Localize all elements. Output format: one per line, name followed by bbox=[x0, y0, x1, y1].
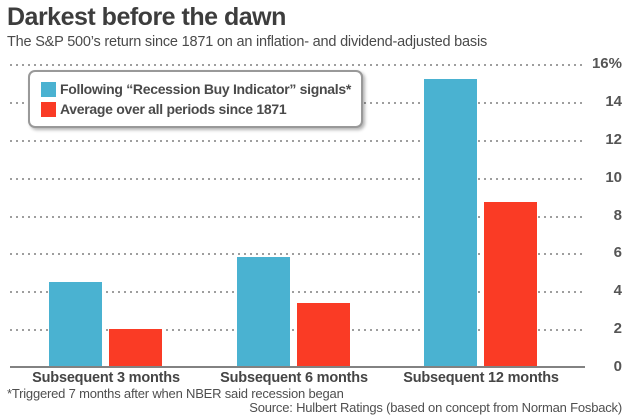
y-axis-tick-14: 14 bbox=[605, 92, 622, 110]
y-axis-tick-10: 10 bbox=[605, 168, 622, 186]
y-axis-tick-16pct: 16% bbox=[591, 55, 622, 72]
gridline-8pct bbox=[10, 215, 585, 218]
source-credit: Source: Hulbert Ratings (based on concep… bbox=[249, 400, 622, 415]
x-axis-label-12-months: Subsequent 12 months bbox=[403, 370, 559, 386]
legend-swatch-red bbox=[41, 101, 56, 117]
x-axis-label-3-months: Subsequent 3 months bbox=[32, 370, 180, 386]
legend-label-average: Average over all periods since 1871 bbox=[60, 101, 287, 117]
gridline-12pct bbox=[10, 139, 585, 142]
bar-signal-subsequent-12-months bbox=[424, 79, 477, 367]
bar-signal-subsequent-3-months bbox=[49, 281, 102, 367]
plot-area bbox=[10, 64, 585, 368]
chart-title: Darkest before the dawn bbox=[7, 3, 286, 31]
bar-average-subsequent-6-months bbox=[297, 302, 350, 367]
bar-average-subsequent-12-months bbox=[484, 202, 537, 367]
y-axis-tick-8: 8 bbox=[613, 206, 622, 224]
y-axis-tick-6: 6 bbox=[613, 244, 622, 262]
y-axis-tick-2: 2 bbox=[613, 320, 622, 338]
y-axis-tick-0: 0 bbox=[613, 358, 622, 375]
legend-label-recession-signals: Following “Recession Buy Indicator” sign… bbox=[60, 81, 351, 97]
gridline-16pct bbox=[10, 64, 585, 66]
footnote-asterisk: *Triggered 7 months after when NBER said… bbox=[7, 386, 344, 401]
legend-item-recession-signals: Following “Recession Buy Indicator” sign… bbox=[41, 79, 351, 99]
bar-average-subsequent-3-months bbox=[109, 329, 162, 367]
legend: Following “Recession Buy Indicator” sign… bbox=[28, 70, 363, 128]
gridline-4pct bbox=[10, 291, 585, 294]
y-axis-tick-12: 12 bbox=[605, 130, 622, 148]
chart-subtitle: The S&P 500’s return since 1871 on an in… bbox=[7, 34, 488, 50]
legend-swatch-blue bbox=[41, 81, 56, 97]
bar-signal-subsequent-6-months bbox=[237, 257, 290, 367]
legend-item-average: Average over all periods since 1871 bbox=[41, 99, 351, 119]
gridline-10pct bbox=[10, 177, 585, 180]
x-axis-label-6-months: Subsequent 6 months bbox=[220, 370, 368, 386]
gridline-6pct bbox=[10, 253, 585, 256]
y-axis-tick-4: 4 bbox=[613, 282, 622, 300]
x-axis-baseline bbox=[10, 366, 585, 368]
